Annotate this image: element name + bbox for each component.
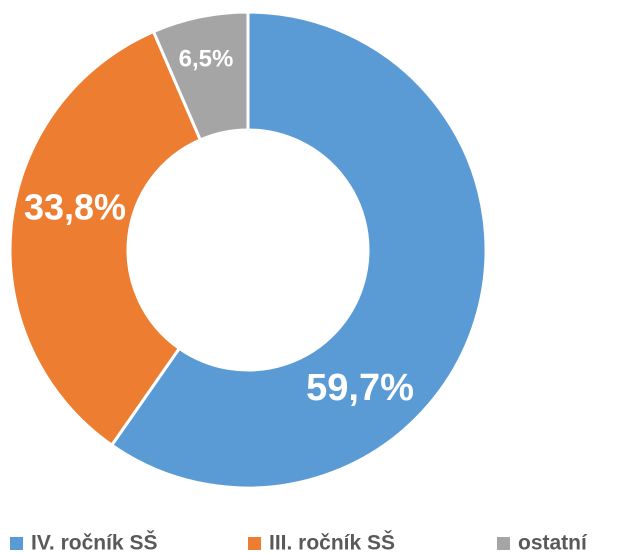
data-label: 6,5%	[179, 45, 234, 72]
legend-label: ostatní	[518, 532, 588, 553]
legend-swatch	[248, 537, 261, 550]
legend-swatch	[10, 537, 23, 550]
slice	[151, 10, 250, 142]
data-label: 33,8%	[24, 187, 126, 228]
legend-label: III. ročník SŠ	[269, 531, 395, 553]
slice	[109, 10, 488, 490]
legend-swatch	[497, 537, 510, 550]
data-label: 59,7%	[306, 367, 414, 409]
slice	[8, 29, 203, 448]
legend-label: IV. ročník SŠ	[31, 531, 157, 553]
